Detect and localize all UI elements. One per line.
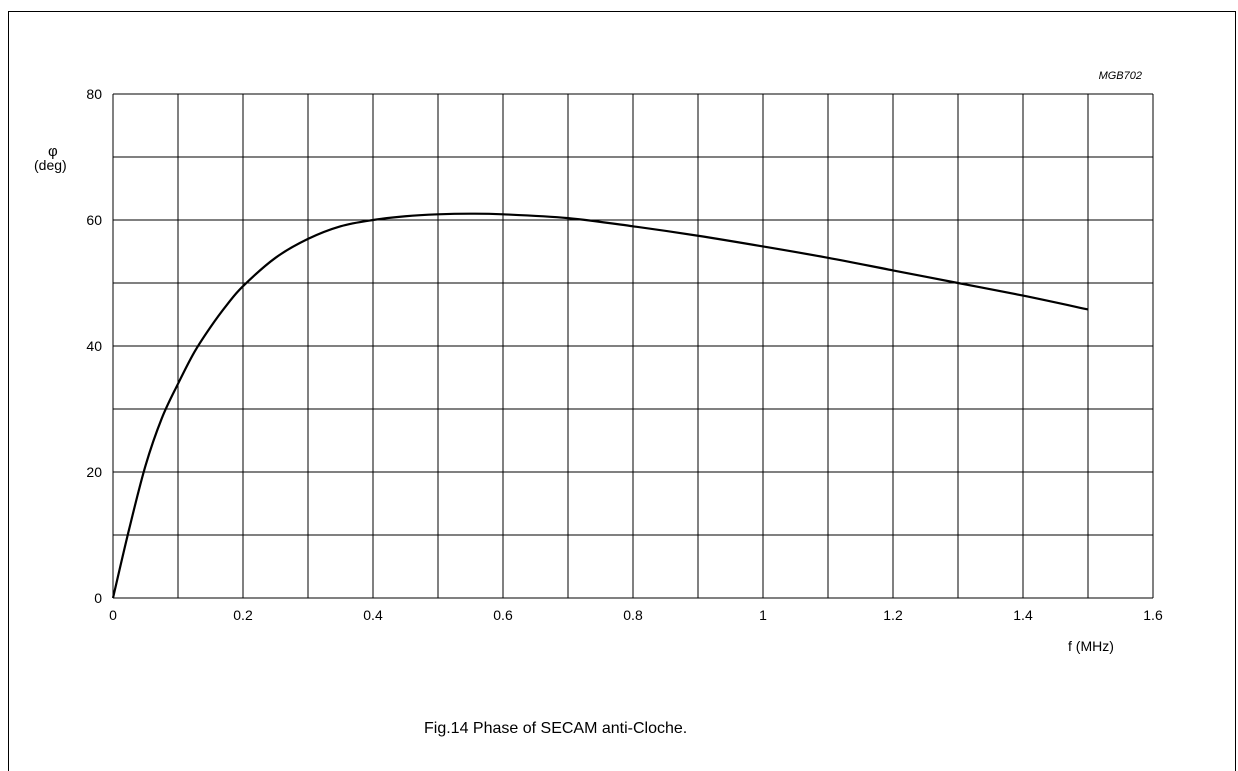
x-tick-label: 1.4 xyxy=(1013,607,1033,623)
y-tick-label: 40 xyxy=(86,338,102,354)
x-tick-label: 0 xyxy=(109,607,117,623)
figure-frame xyxy=(8,11,1236,771)
figure-caption: Fig.14 Phase of SECAM anti-Cloche. xyxy=(424,720,688,737)
x-tick-label: 0.2 xyxy=(233,607,253,623)
series xyxy=(111,212,1089,599)
y-tick-label: 0 xyxy=(94,590,102,606)
y-tick-label: 20 xyxy=(86,464,102,480)
x-tick-label: 0.6 xyxy=(493,607,513,623)
phase-curve xyxy=(111,212,1089,599)
figure-reference-code: MGB702 xyxy=(1098,70,1142,82)
x-tick-label: 0.4 xyxy=(363,607,383,623)
tick-labels: 0 0.2 0.4 0.6 0.8 1 1.2 1.4 1.6 0 20 40 60 80 xyxy=(86,86,1163,623)
y-tick-label: 60 xyxy=(86,212,102,228)
x-tick-label: 1.2 xyxy=(883,607,903,623)
y-tick-label: 80 xyxy=(86,86,102,102)
x-tick-label: 1.6 xyxy=(1143,607,1163,623)
y-axis-symbol: φ xyxy=(48,143,58,160)
x-tick-label: 0.8 xyxy=(623,607,643,623)
x-axis-label: f (MHz) xyxy=(1068,638,1114,654)
x-tick-label: 1 xyxy=(759,607,767,623)
grid xyxy=(112,93,1154,599)
y-axis-unit: (deg) xyxy=(34,157,67,173)
